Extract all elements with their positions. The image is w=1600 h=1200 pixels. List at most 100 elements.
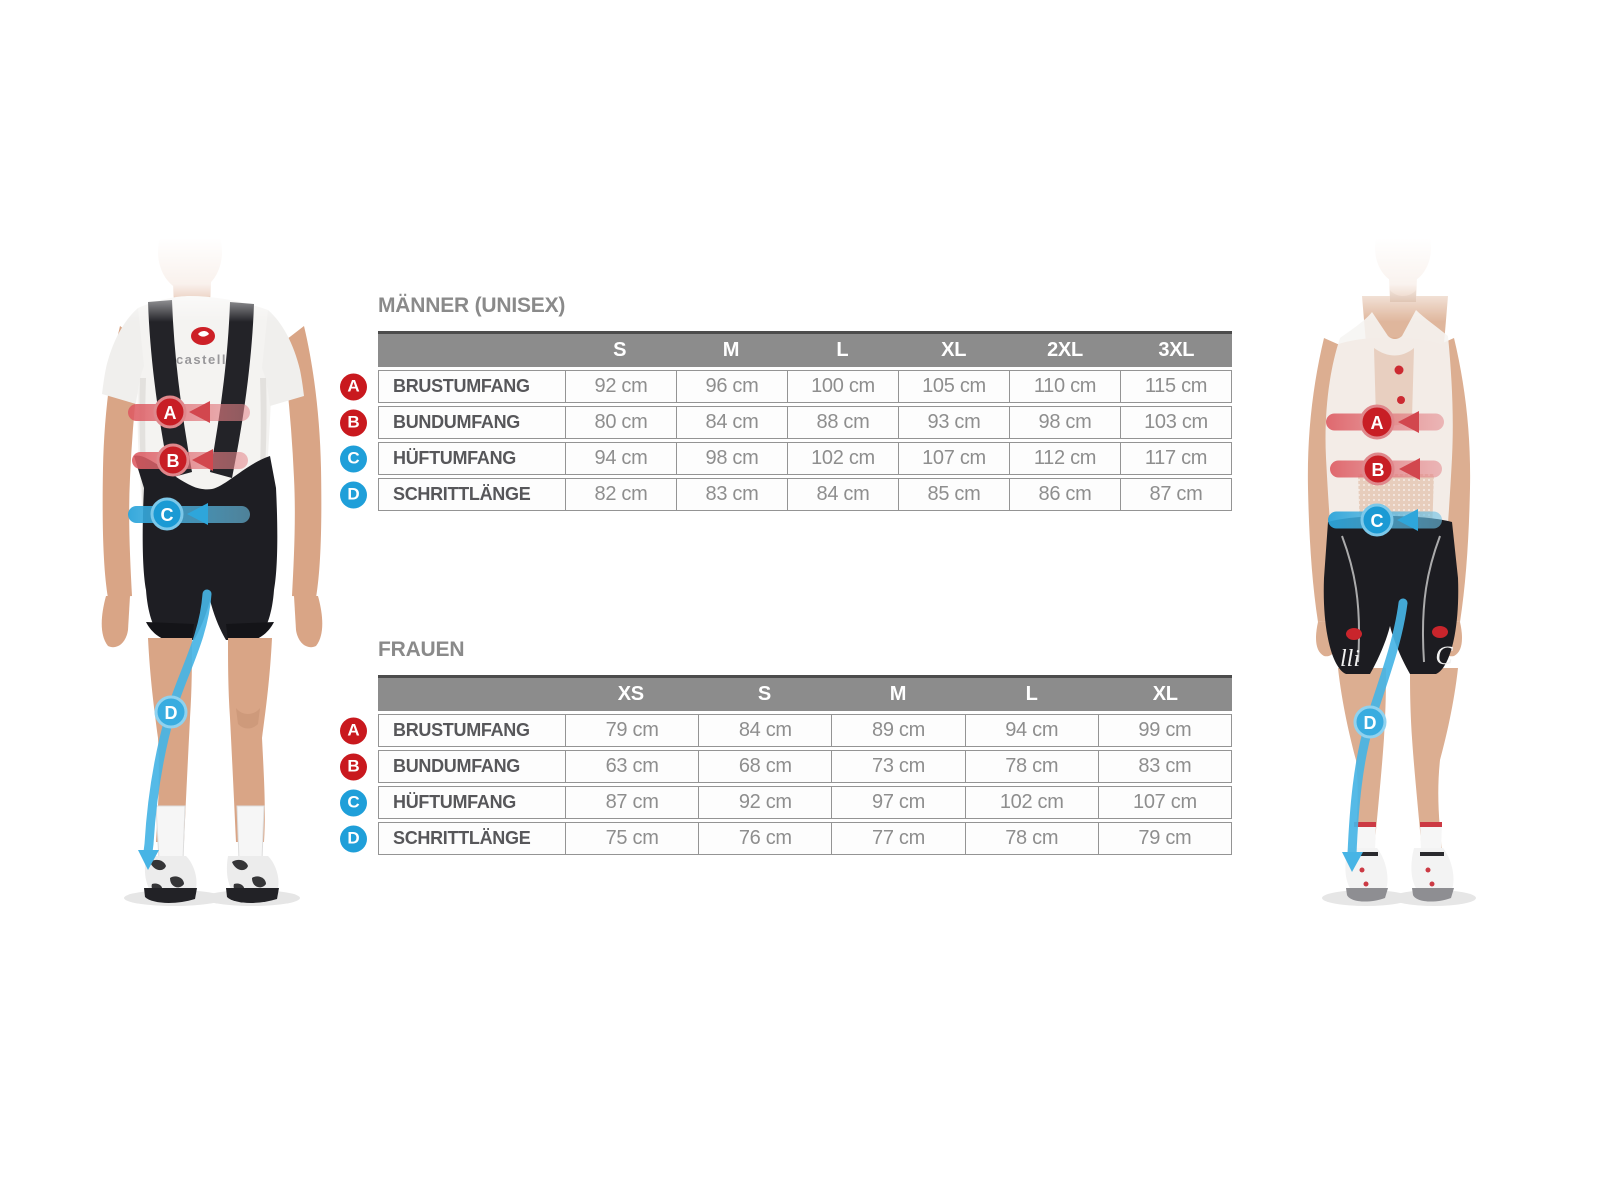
male-cycling-shoes bbox=[144, 856, 279, 903]
header-label-spacer bbox=[378, 678, 564, 711]
size-value: 112 cm bbox=[1009, 443, 1120, 474]
photo-fade bbox=[86, 238, 338, 322]
size-value: 98 cm bbox=[676, 443, 787, 474]
size-column-header: S bbox=[757, 683, 771, 705]
marker-badge-a: A bbox=[340, 717, 367, 744]
measurement-label: SCHRITTLÄNGE bbox=[393, 828, 531, 848]
size-value: 73 cm bbox=[831, 751, 964, 782]
male-marker-c: C bbox=[128, 497, 250, 531]
female-chest-logo-dot bbox=[1394, 365, 1404, 375]
size-value: 115 cm bbox=[1120, 371, 1231, 402]
size-value: 84 cm bbox=[787, 479, 898, 510]
size-value: 99 cm bbox=[1097, 715, 1231, 746]
size-column-header: XL bbox=[1152, 683, 1178, 705]
female-left-thigh-script: lli bbox=[1340, 646, 1360, 672]
size-value: 117 cm bbox=[1120, 443, 1231, 474]
measurement-label: BUNDUMFANG bbox=[393, 412, 520, 432]
marker-badge-b: B bbox=[340, 409, 367, 436]
male-marker-c-letter: C bbox=[161, 505, 174, 525]
size-value: 107 cm bbox=[1097, 787, 1231, 818]
male-model-photo: castelli bbox=[86, 238, 338, 906]
size-value: 85 cm bbox=[898, 479, 1009, 510]
size-value: 105 cm bbox=[898, 371, 1009, 402]
size-value: 68 cm bbox=[698, 751, 831, 782]
women-size-table: FRAUEN XS S M L XL A BRUSTUMFANG 79 cm 84 cm 89 … bbox=[340, 638, 1232, 855]
size-value: 75 cm bbox=[565, 823, 698, 854]
men-table-title: MÄNNER (UNISEX) bbox=[378, 294, 566, 317]
size-value: 83 cm bbox=[1097, 751, 1231, 782]
marker-badge-c: C bbox=[340, 789, 367, 816]
female-right-thigh-script: C bbox=[1435, 641, 1453, 670]
size-value: 110 cm bbox=[1009, 371, 1120, 402]
size-column-header: S bbox=[613, 339, 627, 361]
male-marker-b: B bbox=[132, 443, 248, 477]
female-model-photo: lli C A bbox=[1262, 238, 1530, 906]
size-value: 94 cm bbox=[964, 715, 1098, 746]
size-value: 102 cm bbox=[964, 787, 1098, 818]
measurement-row: C HÜFTUMFANG 87 cm 92 cm 97 cm 102 cm 107 cm bbox=[340, 786, 1232, 819]
measurement-row: B BUNDUMFANG 63 cm 68 cm 73 cm 78 cm 83 cm bbox=[340, 750, 1232, 783]
women-table-title: FRAUEN bbox=[378, 638, 465, 661]
women-table-header-row: XS S M L XL bbox=[378, 675, 1232, 711]
size-value: 86 cm bbox=[1009, 479, 1120, 510]
marker-badge-d: D bbox=[340, 825, 367, 852]
measurement-row: A BRUSTUMFANG 79 cm 84 cm 89 cm 94 cm 99 cm bbox=[340, 714, 1232, 747]
size-value: 83 cm bbox=[676, 479, 787, 510]
brand-text-male: castelli bbox=[176, 352, 232, 367]
measurement-row: C HÜFTUMFANG 94 cm 98 cm 102 cm 107 cm 112 cm 1… bbox=[340, 442, 1232, 475]
size-column-header: 2XL bbox=[1047, 339, 1083, 361]
size-value: 107 cm bbox=[898, 443, 1009, 474]
size-value: 102 cm bbox=[787, 443, 898, 474]
marker-badge-b: B bbox=[340, 753, 367, 780]
size-value: 78 cm bbox=[964, 823, 1098, 854]
measurement-label: BUNDUMFANG bbox=[393, 756, 520, 776]
size-value: 63 cm bbox=[565, 751, 698, 782]
male-marker-d: D bbox=[138, 589, 212, 870]
size-column-header: M bbox=[722, 339, 740, 361]
size-value: 98 cm bbox=[1009, 407, 1120, 438]
measurement-label: HÜFTUMFANG bbox=[393, 792, 516, 812]
female-marker-d: D bbox=[1342, 598, 1408, 872]
size-value: 82 cm bbox=[565, 479, 676, 510]
photo-fade bbox=[1262, 238, 1530, 322]
size-value: 96 cm bbox=[676, 371, 787, 402]
marker-badge-c: C bbox=[340, 445, 367, 472]
size-value: 76 cm bbox=[698, 823, 831, 854]
size-value: 94 cm bbox=[565, 443, 676, 474]
size-value: 77 cm bbox=[831, 823, 964, 854]
size-value: 97 cm bbox=[831, 787, 964, 818]
measurement-label: HÜFTUMFANG bbox=[393, 448, 516, 468]
female-marker-d-letter: D bbox=[1364, 713, 1377, 733]
size-column-header: L bbox=[1025, 683, 1038, 705]
female-marker-a-letter: A bbox=[1371, 413, 1384, 433]
header-label-spacer bbox=[378, 334, 564, 367]
measurement-label: BRUSTUMFANG bbox=[393, 376, 530, 396]
male-marker-a: A bbox=[128, 395, 250, 429]
male-socks bbox=[155, 805, 265, 865]
female-marker-b: B bbox=[1330, 452, 1442, 486]
size-value: 87 cm bbox=[565, 787, 698, 818]
men-table-header-row: S M L XL 2XL 3XL bbox=[378, 331, 1232, 367]
size-value: 92 cm bbox=[698, 787, 831, 818]
size-value: 84 cm bbox=[698, 715, 831, 746]
size-value: 84 cm bbox=[676, 407, 787, 438]
size-value: 89 cm bbox=[831, 715, 964, 746]
male-bib-straps bbox=[148, 300, 254, 478]
measurement-row: B BUNDUMFANG 80 cm 84 cm 88 cm 93 cm 98 cm 103 … bbox=[340, 406, 1232, 439]
castelli-chest-logo: castelli bbox=[176, 327, 232, 367]
size-value: 87 cm bbox=[1120, 479, 1231, 510]
size-value: 88 cm bbox=[787, 407, 898, 438]
measurement-label: SCHRITTLÄNGE bbox=[393, 484, 531, 504]
male-marker-b-letter: B bbox=[167, 451, 180, 471]
size-value: 92 cm bbox=[565, 371, 676, 402]
female-marker-c-letter: C bbox=[1371, 511, 1384, 531]
size-column-header: XL bbox=[941, 339, 967, 361]
size-column-header: XS bbox=[617, 683, 644, 705]
size-value: 100 cm bbox=[787, 371, 898, 402]
measurement-row: D SCHRITTLÄNGE 75 cm 76 cm 77 cm 78 cm 79 cm bbox=[340, 822, 1232, 855]
female-marker-c: C bbox=[1328, 503, 1442, 537]
measurement-row: D SCHRITTLÄNGE 82 cm 83 cm 84 cm 85 cm 86 cm 87… bbox=[340, 478, 1232, 511]
male-marker-d-letter: D bbox=[165, 703, 178, 723]
men-table-body: A BRUSTUMFANG 92 cm 96 cm 100 cm 105 cm 110 cm… bbox=[340, 370, 1232, 511]
